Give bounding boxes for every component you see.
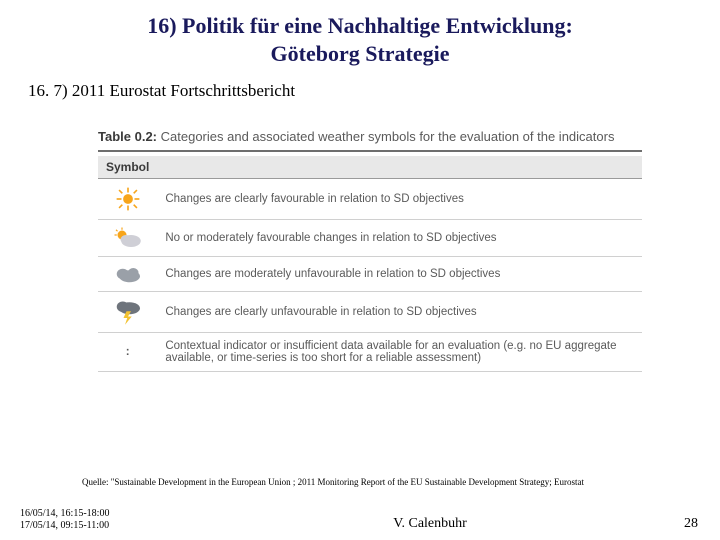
row-text: Changes are moderately unfavourable in r… bbox=[157, 257, 642, 292]
table-row: Changes are moderately unfavourable in r… bbox=[98, 257, 642, 292]
col-desc bbox=[157, 156, 642, 179]
title-line-1: 16) Politik für eine Nachhaltige Entwick… bbox=[147, 13, 573, 38]
section-heading: 16. 7) 2011 Eurostat Fortschrittsbericht bbox=[28, 81, 692, 101]
footer-date-2: 17/05/14, 09:15-11:00 bbox=[20, 520, 200, 532]
row-text: Changes are clearly unfavourable in rela… bbox=[157, 292, 642, 333]
row-text: Contextual indicator or insufficient dat… bbox=[157, 333, 642, 372]
footer-author: V. Calenbuhr bbox=[200, 516, 660, 532]
table-row: Changes are clearly unfavourable in rela… bbox=[98, 292, 642, 333]
source-citation: Quelle: "Sustainable Development in the … bbox=[82, 477, 592, 488]
colon-icon: : bbox=[98, 333, 157, 372]
indicator-table: Table 0.2: Categories and associated wea… bbox=[98, 129, 642, 372]
cloud-icon bbox=[98, 257, 157, 292]
row-text: No or moderately favourable changes in r… bbox=[157, 220, 642, 257]
slide-footer: 16/05/14, 16:15-18:00 17/05/14, 09:15-11… bbox=[0, 508, 720, 532]
table-row: :Contextual indicator or insufficient da… bbox=[98, 333, 642, 372]
col-symbol: Symbol bbox=[98, 156, 157, 179]
sun-icon bbox=[98, 179, 157, 220]
suncloud-icon bbox=[98, 220, 157, 257]
table-caption: Table 0.2: Categories and associated wea… bbox=[98, 129, 642, 150]
storm-icon bbox=[98, 292, 157, 333]
title-line-2: Göteborg Strategie bbox=[271, 41, 450, 66]
caption-bold: Table 0.2: bbox=[98, 129, 157, 144]
footer-dates: 16/05/14, 16:15-18:00 17/05/14, 09:15-11… bbox=[0, 508, 200, 532]
table-row: Changes are clearly favourable in relati… bbox=[98, 179, 642, 220]
caption-rest: Categories and associated weather symbol… bbox=[157, 129, 614, 144]
row-text: Changes are clearly favourable in relati… bbox=[157, 179, 642, 220]
table-row: No or moderately favourable changes in r… bbox=[98, 220, 642, 257]
table-rule-top bbox=[98, 150, 642, 152]
footer-page-number: 28 bbox=[660, 516, 720, 532]
footer-date-1: 16/05/14, 16:15-18:00 bbox=[20, 508, 200, 520]
slide-title: 16) Politik für eine Nachhaltige Entwick… bbox=[28, 12, 692, 67]
